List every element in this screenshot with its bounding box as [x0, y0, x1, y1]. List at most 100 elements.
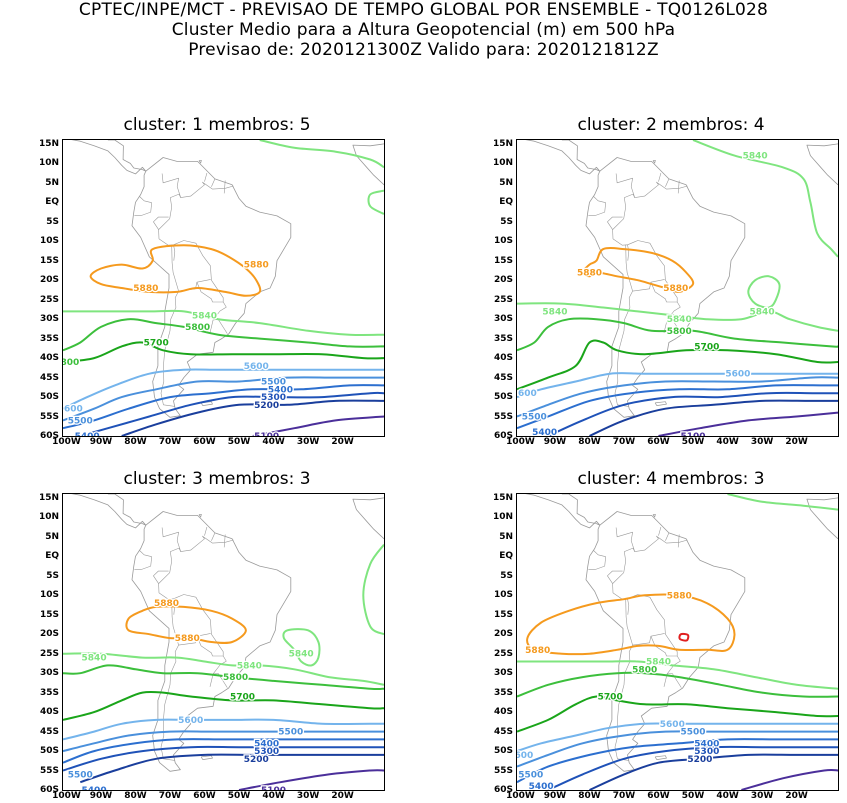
- country-border: [607, 570, 623, 584]
- lat-tick-label: 25S: [39, 648, 59, 659]
- contour-label: 5700: [694, 342, 719, 352]
- contour-label: 5200: [254, 401, 279, 411]
- contour-line: [121, 399, 384, 436]
- country-border: [658, 527, 662, 536]
- contour-line: [362, 543, 384, 636]
- contour-line: [517, 671, 838, 698]
- lon-tick-label: 20W: [785, 791, 808, 801]
- lat-tick-label: 10S: [493, 590, 513, 601]
- lon-tick-label: 50W: [681, 437, 705, 447]
- contour-line: [526, 593, 736, 656]
- lat-tick-label: 55S: [493, 411, 513, 422]
- country-border: [173, 244, 176, 261]
- country-border: [627, 598, 630, 615]
- contour-line: [517, 372, 838, 399]
- coastline-falklands: [654, 755, 667, 760]
- lat-tick-label: 35S: [493, 333, 513, 344]
- lat-tick-label: 60S: [493, 785, 513, 795]
- lat-tick-label: 15N: [492, 492, 513, 503]
- lon-tick-label: 70W: [612, 791, 636, 801]
- lat-tick-label: 5S: [500, 216, 513, 227]
- contour-label: 5200: [687, 755, 712, 765]
- contour-line: [547, 391, 838, 436]
- contour-label: 5500: [681, 728, 706, 738]
- lat-tick-label: 20S: [39, 275, 59, 286]
- lat-tick-label: 30S: [493, 668, 513, 679]
- contour-line: [658, 411, 838, 436]
- country-border: [160, 644, 179, 761]
- contour-line: [741, 768, 838, 790]
- lat-tick-label: 10N: [38, 158, 59, 169]
- country-border: [658, 173, 662, 182]
- lat-tick-label: 20S: [39, 629, 59, 640]
- cluster-map-2: 5840 5880 5880 5840 5840 5840 5800 5700 5600 600 5…: [516, 139, 839, 437]
- contour-line: [63, 341, 384, 363]
- contour-label: 5400: [529, 782, 554, 790]
- lat-tick-label: 60S: [39, 431, 59, 441]
- coastline-island: [198, 159, 202, 164]
- contour-label: 5800: [667, 327, 692, 337]
- contour-line: [63, 318, 384, 352]
- lon-tick-label: 40W: [262, 791, 285, 801]
- country-border: [153, 216, 169, 230]
- country-border: [223, 180, 226, 194]
- lat-tick-label: 10N: [492, 158, 513, 169]
- lat-tick-label: 40S: [493, 707, 513, 718]
- contour-line: [517, 660, 838, 690]
- country-border: [612, 535, 688, 600]
- lon-tick-label: 40W: [716, 791, 739, 801]
- coastline-island: [198, 513, 202, 518]
- lat-tick-label: 40S: [493, 353, 513, 364]
- coastline-south-america: [131, 157, 292, 418]
- lon-tick-label: 30W: [750, 437, 774, 447]
- contour-line: [367, 189, 384, 215]
- lon-tick-label: 60W: [647, 791, 670, 801]
- country-border: [204, 527, 208, 536]
- contour-line: [581, 247, 695, 293]
- map-svg: 5880588058405800570056005500540053005200…: [517, 494, 838, 790]
- coastline-central-america: [71, 140, 147, 175]
- contour-label: 5700: [598, 693, 623, 703]
- country-border: [209, 673, 214, 687]
- lat-tick-label: 55S: [493, 765, 513, 776]
- lat-tick-label: 45S: [39, 372, 59, 383]
- country-border: [588, 556, 606, 570]
- coastline-africa: [352, 143, 384, 186]
- lat-tick-label: 15N: [492, 138, 513, 149]
- contour-line: [259, 140, 384, 169]
- country-border: [593, 196, 606, 203]
- header-line-3: Previsao de: 2020121300Z Valido para: 20…: [188, 40, 659, 60]
- panel-title: cluster: 4 membros: 3: [577, 469, 765, 489]
- contour-line: [517, 738, 838, 784]
- lon-tick-label: 90W: [89, 791, 113, 801]
- lat-tick-label: 40S: [39, 707, 59, 718]
- coastline-falklands: [200, 755, 213, 760]
- country-border: [173, 598, 176, 615]
- country-border: [612, 181, 688, 246]
- lat-tick-label: 35S: [493, 687, 513, 698]
- contour-line: [589, 753, 838, 790]
- lat-tick-label: 15S: [39, 255, 59, 266]
- contour-line: [252, 415, 384, 436]
- contour-label: 5880: [577, 268, 602, 278]
- lat-tick-label: 5S: [46, 216, 59, 227]
- contour-line: [517, 302, 838, 332]
- contour-line: [63, 652, 384, 686]
- lon-tick-label: 70W: [158, 437, 182, 447]
- contour-label: 5600: [244, 362, 269, 372]
- country-border: [650, 282, 678, 303]
- lat-tick-label: 15S: [493, 255, 513, 266]
- lat-tick-label: 15N: [38, 138, 59, 149]
- panel-title: cluster: 3 membros: 3: [123, 469, 311, 489]
- panel-title: cluster: 1 membros: 5: [123, 115, 311, 135]
- coastline-central-america: [525, 494, 601, 529]
- country-border: [209, 319, 214, 333]
- lat-tick-label: 50S: [39, 746, 59, 757]
- lat-tick-label: 5N: [499, 177, 513, 188]
- contour-line: [63, 745, 384, 772]
- contour-label: 5400: [254, 739, 279, 749]
- contour-line: [517, 339, 838, 391]
- contour-line: [63, 664, 384, 691]
- lat-tick-label: 45S: [493, 372, 513, 383]
- country-border: [204, 173, 208, 182]
